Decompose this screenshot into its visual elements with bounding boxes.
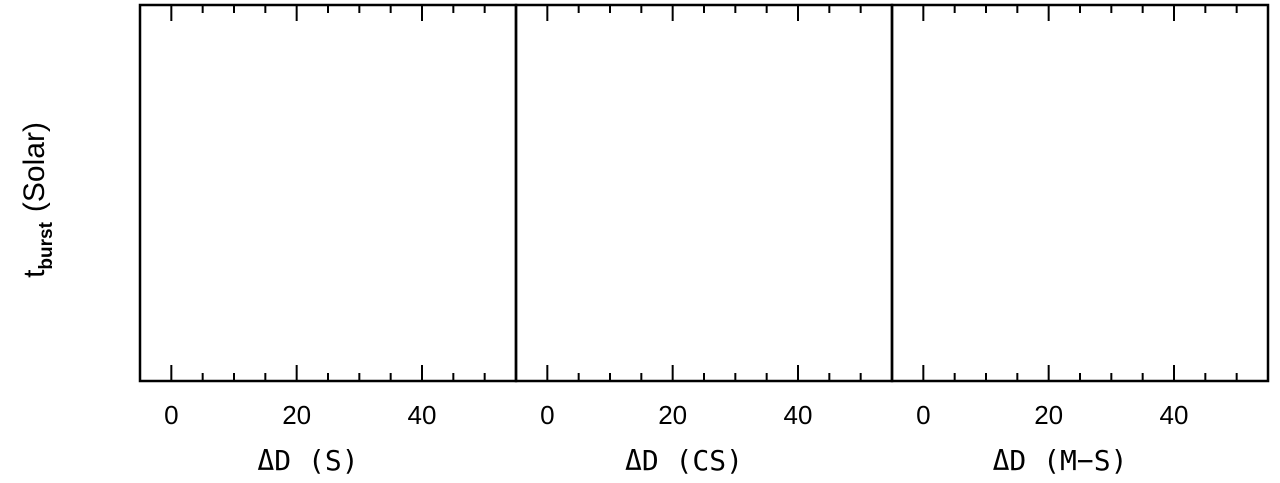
x-tick-label: 40 <box>1160 400 1189 430</box>
plot-frame <box>138 3 518 383</box>
y-axis-label: tburst (Solar) <box>18 122 57 278</box>
y-axis-main: t <box>18 269 51 278</box>
x-axis-label: ΔD (M−S) <box>993 444 1128 477</box>
x-tick-label: 40 <box>408 400 437 430</box>
plot-frame <box>514 3 894 383</box>
x-tick-label: 0 <box>164 400 178 430</box>
y-axis-suffix: (Solar) <box>18 122 51 212</box>
x-tick-label: 40 <box>784 400 813 430</box>
x-tick-label: 20 <box>282 400 311 430</box>
x-tick-label: 20 <box>658 400 687 430</box>
x-tick-label: 20 <box>1034 400 1063 430</box>
y-axis-subscript: burst <box>36 221 57 269</box>
x-tick-label: 0 <box>540 400 554 430</box>
y-axis-title: tburst (Solar) <box>18 122 57 278</box>
x-axis-label: ΔD (CS) <box>625 444 743 477</box>
panel-s: 0204077.588.5ΔD (S)501002004008008.587.5 <box>138 3 518 477</box>
x-tick-label: 0 <box>916 400 930 430</box>
x-axis-label: ΔD (S) <box>257 444 358 477</box>
plot-frame <box>890 3 1270 383</box>
